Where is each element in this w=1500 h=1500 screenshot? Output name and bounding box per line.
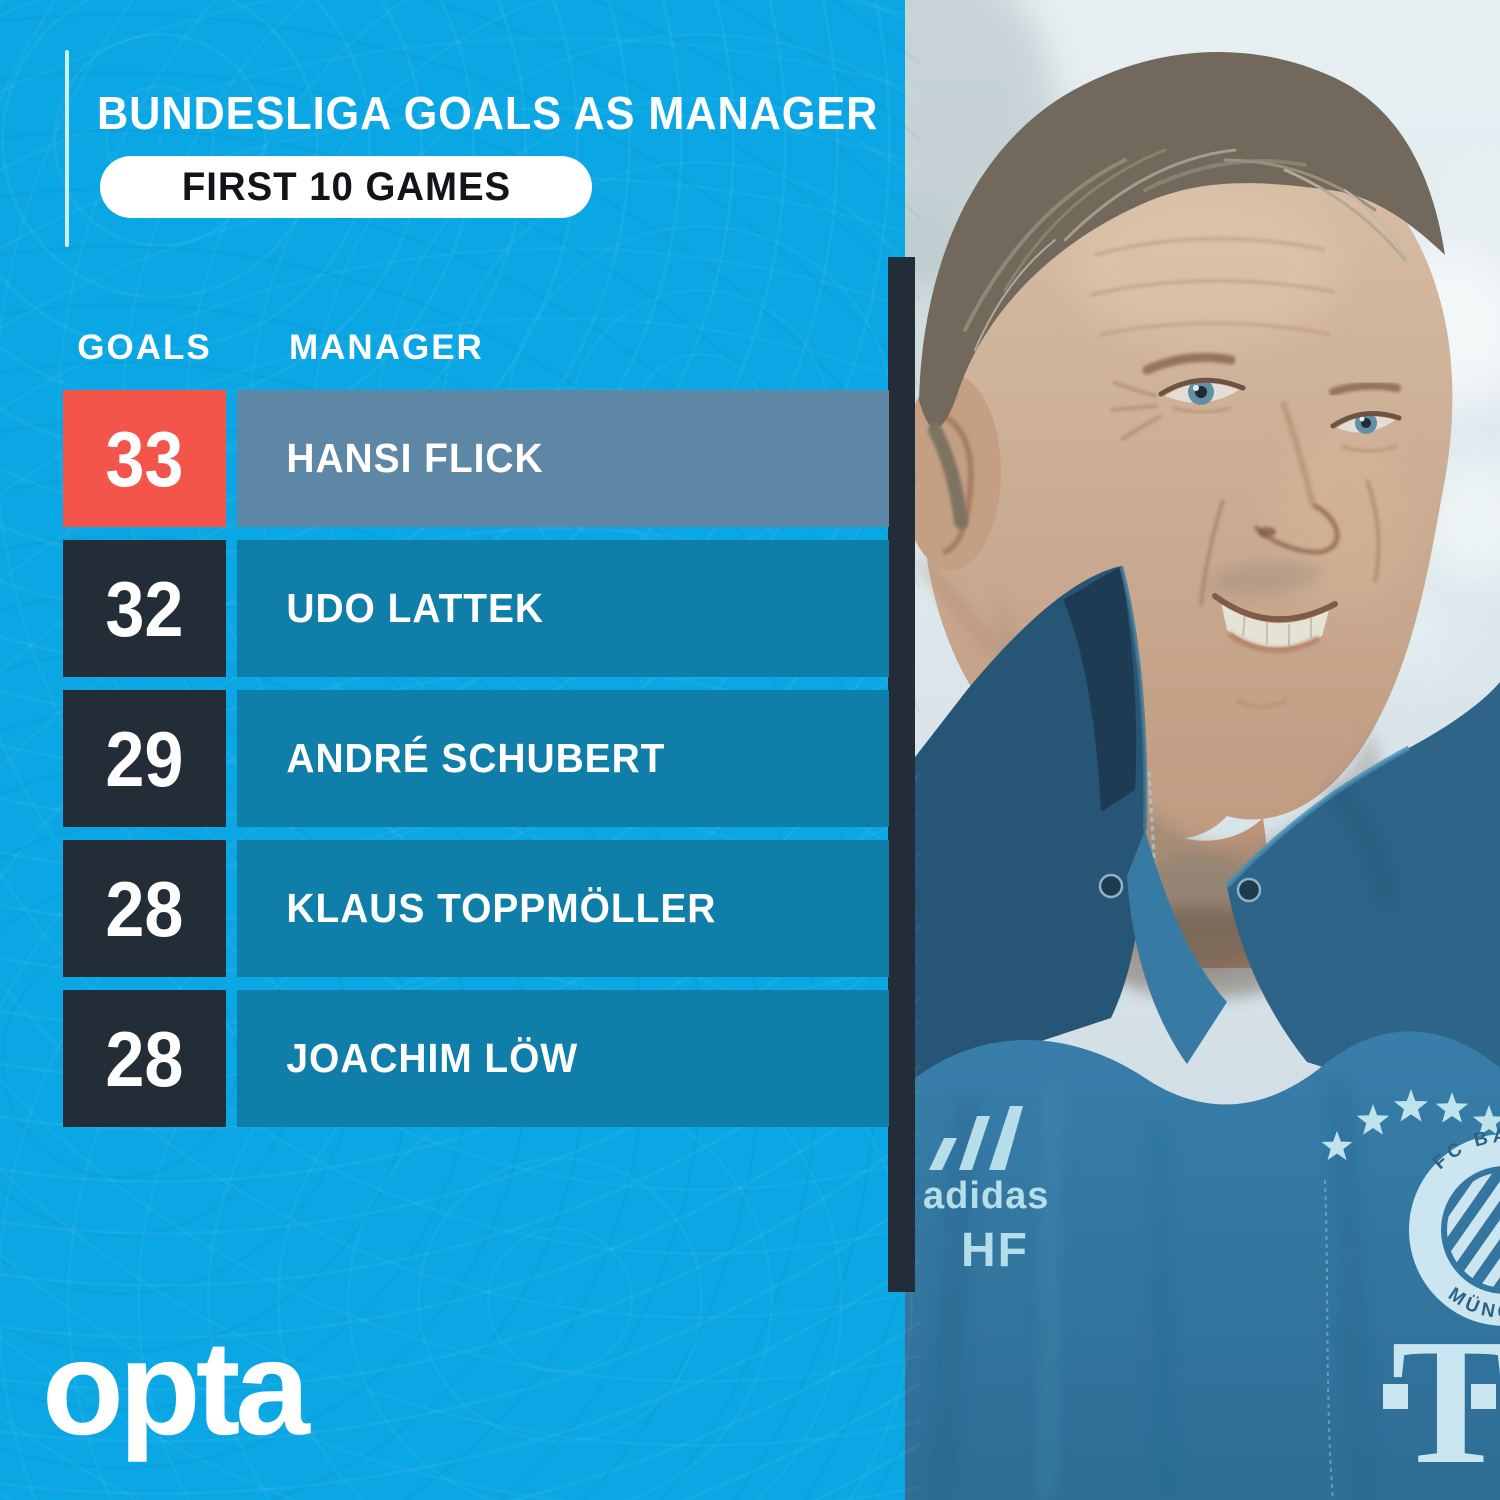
manager-bar: UDO LATTEK <box>237 540 889 677</box>
stats-table: 33 HANSI FLICK 32 UDO LATTEK 29 ANDRÉ SC… <box>63 390 889 1140</box>
goals-value-box: 33 <box>63 390 226 527</box>
table-row: 28 JOACHIM LÖW <box>63 990 889 1127</box>
left-eye <box>1158 377 1246 414</box>
right-eye <box>1330 411 1402 453</box>
jacket: adidas HF <box>905 565 1500 1500</box>
right-collar-edge <box>1225 745 1411 888</box>
jaw-shadow <box>915 557 1004 658</box>
manager-name: KLAUS TOPPMÖLLER <box>286 885 717 931</box>
manager-bar: HANSI FLICK <box>237 390 889 527</box>
manager-name: ANDRÉ SCHUBERT <box>286 735 666 781</box>
ear-inner <box>933 409 974 555</box>
left-eyebrow <box>1142 353 1236 375</box>
adidas-logo: adidas HF <box>923 1106 1049 1277</box>
manager-bar: ANDRÉ SCHUBERT <box>237 690 889 827</box>
snap-button <box>1236 877 1262 903</box>
goals-value-box: 28 <box>63 840 226 977</box>
nostril <box>1258 527 1276 537</box>
subtitle-text: FIRST 10 GAMES <box>181 164 511 209</box>
hair-strands <box>963 148 1411 351</box>
right-collar <box>1227 682 1500 1124</box>
photo-tint-overlay <box>905 0 1500 1500</box>
sideburn <box>928 423 968 529</box>
nose-ridge <box>1280 401 1316 506</box>
nose-tip <box>1253 502 1340 555</box>
forehead-wrinkles <box>1089 237 1336 337</box>
jacket-seam <box>1324 1179 1334 1500</box>
column-headers: GOALS MANAGER <box>63 330 889 365</box>
table-row: 28 KLAUS TOPPMÖLLER <box>63 840 889 977</box>
left-collar-edge <box>1119 565 1148 831</box>
opta-logo: opta <box>42 1314 310 1463</box>
right-eyebrow <box>1329 381 1401 396</box>
hair-shape <box>919 52 1445 428</box>
table-row: 33 HANSI FLICK <box>63 390 889 527</box>
chest-opening <box>1127 830 1227 1064</box>
title-accent-line <box>65 50 69 247</box>
jacket-initials: HF <box>961 1224 1029 1277</box>
divider-stripe <box>888 257 915 1292</box>
goals-value: 28 <box>105 1014 184 1103</box>
table-row: 29 ANDRÉ SCHUBERT <box>63 690 889 827</box>
goals-value-box: 28 <box>63 990 226 1127</box>
subtitle-pill: FIRST 10 GAMES <box>100 156 592 218</box>
right-collar-fold <box>1332 787 1391 903</box>
goals-column-header: GOALS <box>77 328 212 367</box>
manager-bar: KLAUS TOPPMÖLLER <box>237 840 889 977</box>
adidas-stripes-icon <box>929 1106 1023 1170</box>
left-collar <box>905 566 1146 1086</box>
telekom-t-icon: T <box>1383 1302 1500 1500</box>
adidas-wordmark: adidas <box>923 1175 1049 1217</box>
manager-bar: JOACHIM LÖW <box>237 990 889 1127</box>
chin-crease <box>1235 698 1288 709</box>
goals-value-box: 29 <box>63 690 226 827</box>
manager-name: UDO LATTEK <box>286 585 544 631</box>
goals-value: 33 <box>105 414 184 503</box>
snap-button <box>1098 873 1124 899</box>
crow-feet-wrinkles <box>1110 380 1162 442</box>
bayern-crest-icon: FC BAYERN MÜNCHEN <box>1409 1126 1500 1326</box>
hansi-flick-photo: adidas HF <box>905 0 1500 1500</box>
manager-name: HANSI FLICK <box>286 435 544 481</box>
table-row: 32 UDO LATTEK <box>63 540 889 677</box>
page-title: BUNDESLIGA GOALS AS MANAGER <box>97 87 879 139</box>
goals-value: 32 <box>105 564 184 653</box>
goals-value: 29 <box>105 714 184 803</box>
left-collar-inner <box>1063 566 1137 812</box>
manager-column-header: MANAGER <box>289 328 484 367</box>
mouth <box>1212 593 1338 654</box>
upper-lip-stubble <box>1207 560 1323 596</box>
smile-crease <box>1365 479 1381 583</box>
manager-name: JOACHIM LÖW <box>286 1035 579 1081</box>
nasolabial-crease <box>1199 499 1225 607</box>
goals-value: 28 <box>105 864 184 953</box>
goals-value-box: 32 <box>63 540 226 677</box>
